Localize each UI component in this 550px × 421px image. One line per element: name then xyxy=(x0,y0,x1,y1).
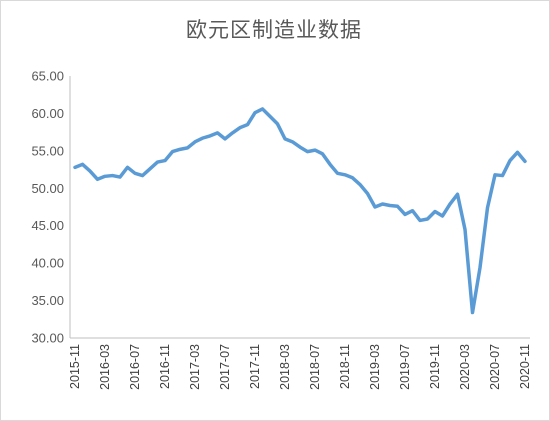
x-tick-label: 2020-03 xyxy=(458,344,472,390)
x-tick-label: 2017-03 xyxy=(188,344,202,390)
data-point xyxy=(508,159,512,163)
data-point xyxy=(126,165,130,169)
x-tick-label: 2019-03 xyxy=(368,344,382,390)
x-tick-label: 2017-07 xyxy=(218,344,232,390)
data-point xyxy=(216,131,220,135)
data-point xyxy=(88,169,92,173)
data-point xyxy=(396,204,400,208)
data-point xyxy=(486,206,490,210)
data-point xyxy=(298,145,302,149)
x-tick-label: 2016-11 xyxy=(158,344,172,389)
x-axis-ticks: 2015-11 2016-03 2016-07 2016-11 2017-03 2017-… xyxy=(68,344,532,390)
data-point xyxy=(306,150,310,154)
data-point xyxy=(523,159,527,163)
data-point xyxy=(463,227,467,231)
data-point xyxy=(253,111,257,115)
data-point xyxy=(441,214,445,218)
data-point xyxy=(351,176,355,180)
x-tick-label: 2018-11 xyxy=(338,344,352,389)
data-point xyxy=(148,167,152,171)
data-point xyxy=(493,173,497,177)
data-point xyxy=(193,140,197,144)
y-tick-label: 45.00 xyxy=(31,218,64,233)
data-point xyxy=(471,311,475,315)
x-tick-label: 2016-07 xyxy=(128,344,142,390)
y-tick-label: 50.00 xyxy=(31,181,64,196)
data-point xyxy=(283,137,287,141)
data-point xyxy=(328,162,332,166)
data-point xyxy=(321,152,325,156)
x-tick-label: 2017-11 xyxy=(248,344,262,389)
data-point xyxy=(426,217,430,221)
data-point xyxy=(516,150,520,154)
data-point xyxy=(246,123,250,127)
data-point xyxy=(231,131,235,135)
data-point xyxy=(456,192,460,196)
data-point xyxy=(343,173,347,177)
x-tick-label: 2018-03 xyxy=(278,344,292,390)
x-tick-label: 2020-07 xyxy=(488,344,502,390)
data-point xyxy=(501,174,505,178)
y-tick-label: 35.00 xyxy=(31,293,64,308)
data-point xyxy=(388,204,392,208)
y-tick-label: 65.00 xyxy=(31,69,64,84)
x-tick-label: 2015-11 xyxy=(68,344,82,389)
data-point xyxy=(478,266,482,270)
data-point xyxy=(291,140,295,144)
data-point xyxy=(411,209,415,213)
data-point xyxy=(313,148,317,152)
data-point xyxy=(156,160,160,164)
x-tick-label: 2020-11 xyxy=(518,344,532,389)
series-line xyxy=(73,107,527,315)
data-point xyxy=(73,165,77,169)
data-point xyxy=(103,174,107,178)
data-point xyxy=(418,218,422,222)
data-point xyxy=(186,146,190,150)
y-axis-ticks: 30.00 35.00 40.00 45.00 50.00 55.00 60.00 65.00 xyxy=(31,69,64,346)
data-point xyxy=(433,209,437,213)
series-group xyxy=(73,107,527,315)
data-point xyxy=(141,174,145,178)
data-point xyxy=(373,205,377,209)
data-point xyxy=(201,136,205,140)
data-point xyxy=(81,162,85,166)
x-tick-label: 2016-03 xyxy=(98,344,112,390)
y-tick-label: 55.00 xyxy=(31,143,64,158)
data-point xyxy=(358,183,362,187)
data-point xyxy=(268,114,272,118)
data-point xyxy=(96,177,100,181)
data-point xyxy=(261,107,265,111)
y-tick-label: 30.00 xyxy=(31,331,64,346)
x-tick-label: 2018-07 xyxy=(308,344,322,390)
x-tick-label: 2019-07 xyxy=(398,344,412,390)
y-tick-label: 60.00 xyxy=(31,106,64,121)
data-point xyxy=(178,147,182,151)
data-point xyxy=(276,122,280,126)
data-point xyxy=(208,134,212,138)
data-point xyxy=(448,202,452,206)
data-point xyxy=(171,150,175,154)
x-tick-label: 2019-11 xyxy=(428,344,442,389)
data-point xyxy=(366,192,370,196)
data-point xyxy=(118,175,122,179)
data-point xyxy=(163,159,167,163)
chart-title: 欧元区制造业数据 xyxy=(186,18,362,42)
data-point xyxy=(238,126,242,130)
data-point xyxy=(223,137,227,141)
data-point xyxy=(133,171,137,175)
data-point xyxy=(381,202,385,206)
data-point xyxy=(403,212,407,216)
y-tick-label: 40.00 xyxy=(31,256,64,271)
data-point xyxy=(336,171,340,175)
data-point xyxy=(111,174,115,178)
